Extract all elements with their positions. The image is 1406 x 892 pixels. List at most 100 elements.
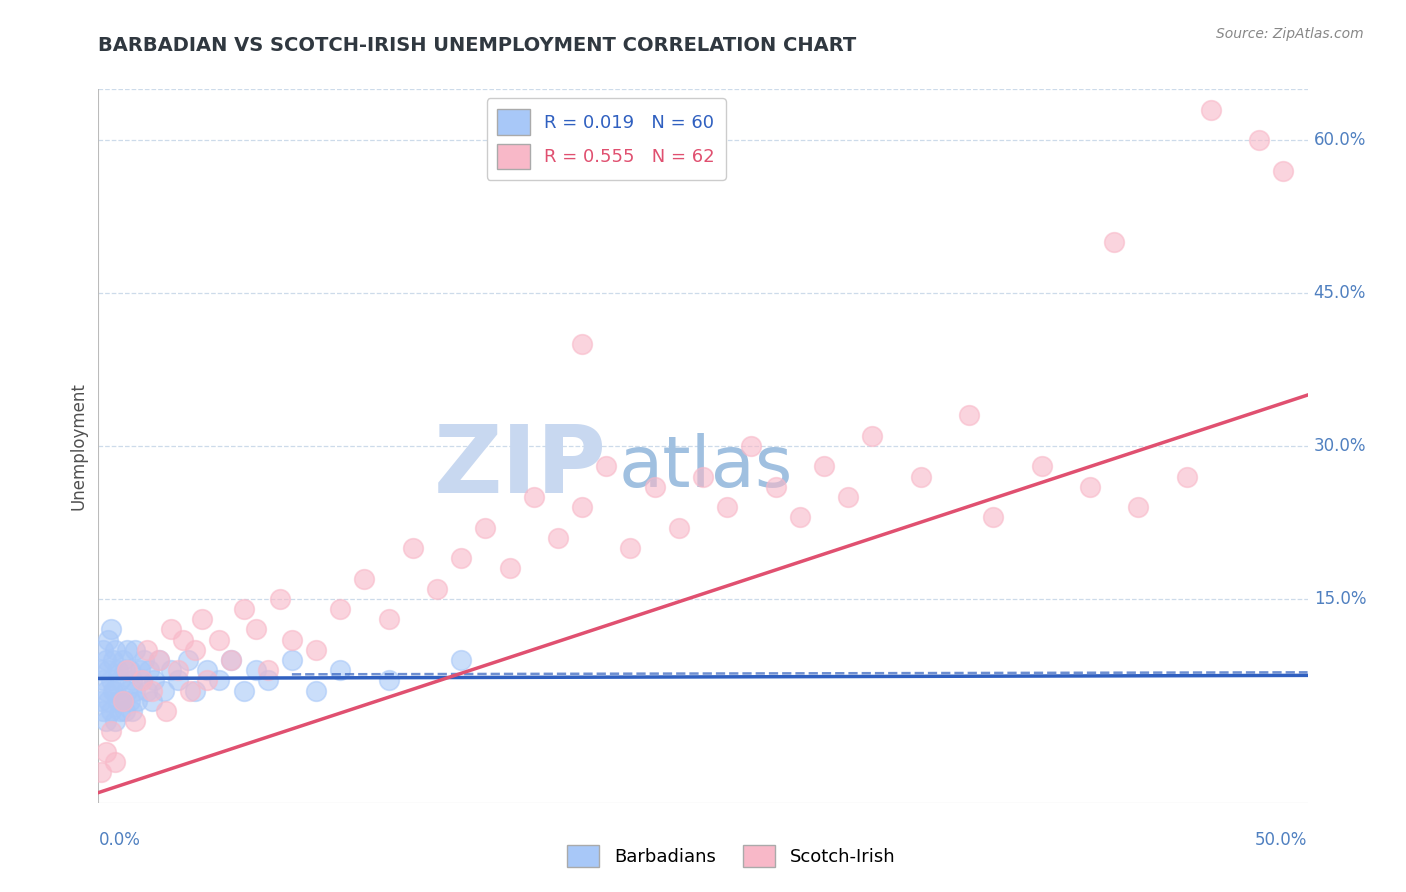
- Point: [837, 490, 859, 504]
- Point: [100, 724, 122, 739]
- Point: [191, 612, 214, 626]
- Point: [124, 643, 146, 657]
- Point: [101, 683, 124, 698]
- Point: [124, 683, 146, 698]
- Point: [716, 500, 738, 515]
- Point: [97, 663, 120, 677]
- Point: [221, 653, 243, 667]
- Point: [208, 673, 231, 688]
- Point: [160, 623, 183, 637]
- Point: [111, 653, 134, 667]
- Point: [107, 694, 129, 708]
- Point: [148, 653, 170, 667]
- Point: [305, 683, 328, 698]
- Point: [100, 704, 122, 718]
- Point: [97, 694, 120, 708]
- Point: [353, 572, 375, 586]
- Point: [100, 673, 122, 688]
- Point: [498, 561, 520, 575]
- Text: 50.0%: 50.0%: [1256, 831, 1308, 849]
- Point: [813, 459, 835, 474]
- Point: [426, 582, 449, 596]
- Point: [117, 663, 139, 677]
- Text: 0.0%: 0.0%: [98, 831, 141, 849]
- Point: [619, 541, 641, 555]
- Point: [117, 683, 139, 698]
- Point: [1031, 459, 1053, 474]
- Point: [104, 714, 127, 729]
- Point: [957, 409, 980, 423]
- Point: [1128, 500, 1150, 515]
- Point: [121, 704, 143, 718]
- Point: [474, 520, 496, 534]
- Point: [1272, 163, 1295, 178]
- Point: [114, 704, 136, 718]
- Point: [131, 673, 153, 688]
- Point: [1102, 235, 1125, 249]
- Point: [141, 683, 163, 698]
- Point: [108, 673, 131, 688]
- Point: [547, 531, 569, 545]
- Point: [94, 653, 117, 667]
- Point: [131, 673, 153, 688]
- Point: [245, 663, 267, 677]
- Point: [118, 694, 141, 708]
- Point: [91, 643, 114, 657]
- Point: [167, 673, 190, 688]
- Point: [108, 704, 131, 718]
- Point: [195, 663, 218, 677]
- Point: [101, 653, 124, 667]
- Point: [128, 663, 150, 677]
- Point: [305, 643, 328, 657]
- Point: [377, 673, 399, 688]
- Point: [135, 643, 157, 657]
- Point: [100, 623, 122, 637]
- Legend: R = 0.019   N = 60, R = 0.555   N = 62: R = 0.019 N = 60, R = 0.555 N = 62: [486, 98, 725, 180]
- Point: [107, 663, 129, 677]
- Point: [1199, 103, 1222, 117]
- Y-axis label: Unemployment: Unemployment: [69, 382, 87, 510]
- Point: [91, 704, 114, 718]
- Point: [184, 643, 207, 657]
- Point: [111, 694, 134, 708]
- Point: [118, 663, 141, 677]
- Point: [97, 632, 120, 647]
- Point: [138, 663, 160, 677]
- Point: [789, 510, 811, 524]
- Text: 15.0%: 15.0%: [1313, 590, 1367, 608]
- Point: [94, 714, 117, 729]
- Point: [195, 673, 218, 688]
- Point: [104, 683, 127, 698]
- Point: [155, 704, 177, 718]
- Point: [1175, 469, 1198, 483]
- Point: [114, 663, 136, 677]
- Point: [329, 663, 352, 677]
- Point: [232, 683, 254, 698]
- Point: [571, 500, 593, 515]
- Text: 30.0%: 30.0%: [1313, 437, 1367, 455]
- Point: [135, 683, 157, 698]
- Point: [523, 490, 546, 504]
- Point: [90, 694, 112, 708]
- Point: [692, 469, 714, 483]
- Point: [860, 429, 883, 443]
- Point: [152, 683, 174, 698]
- Point: [127, 694, 149, 708]
- Point: [141, 694, 163, 708]
- Point: [668, 520, 690, 534]
- Point: [172, 632, 194, 647]
- Point: [377, 612, 399, 626]
- Point: [281, 653, 304, 667]
- Point: [184, 683, 207, 698]
- Point: [450, 653, 472, 667]
- Legend: Barbadians, Scotch-Irish: Barbadians, Scotch-Irish: [560, 838, 903, 874]
- Point: [177, 653, 200, 667]
- Point: [94, 745, 117, 759]
- Point: [167, 663, 190, 677]
- Point: [595, 459, 617, 474]
- Point: [269, 591, 291, 606]
- Point: [179, 683, 201, 698]
- Text: ZIP: ZIP: [433, 421, 606, 514]
- Point: [571, 337, 593, 351]
- Point: [90, 765, 112, 780]
